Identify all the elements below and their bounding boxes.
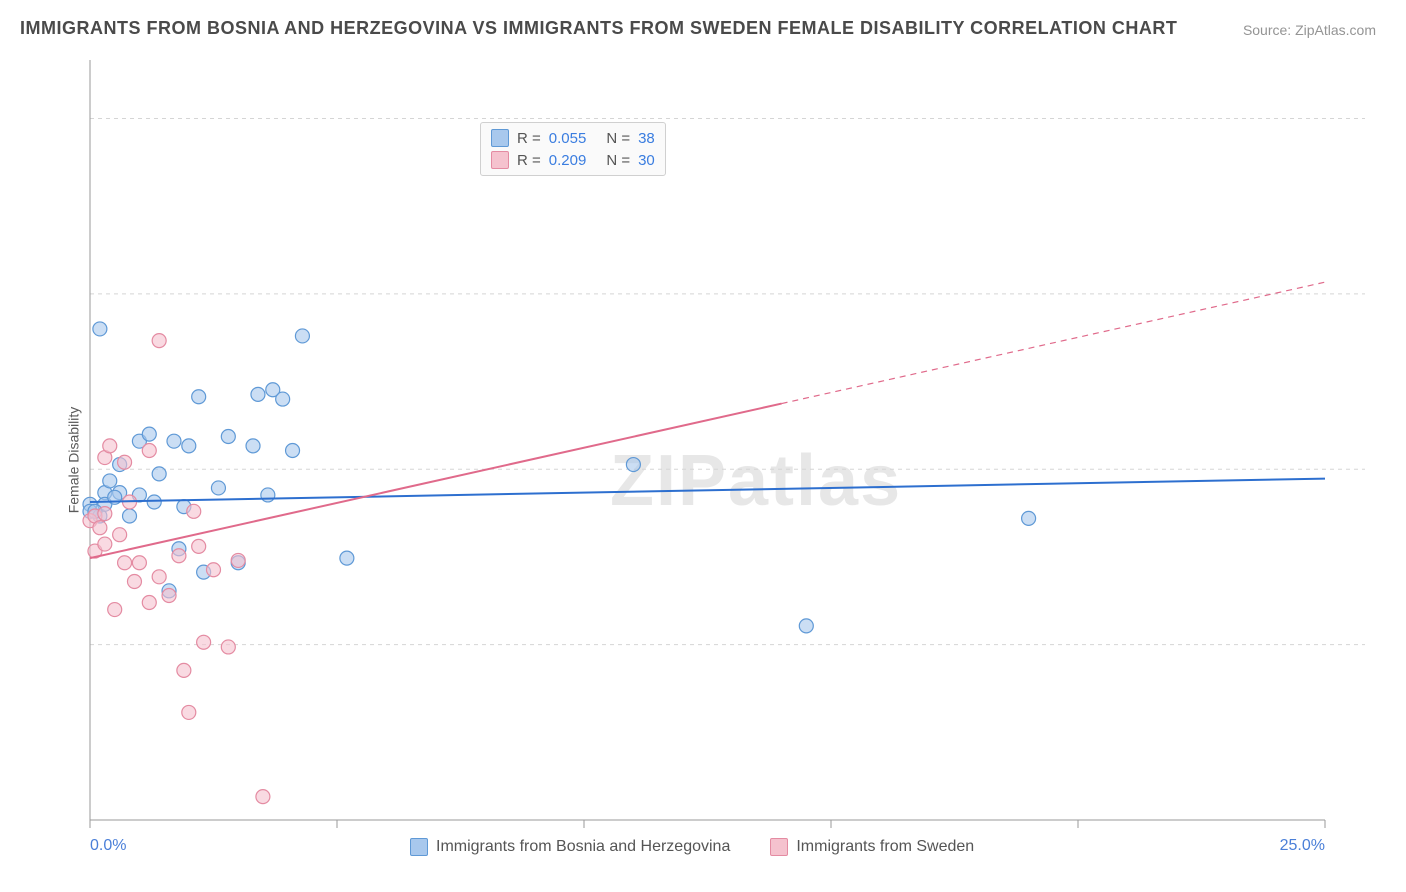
data-point bbox=[103, 439, 117, 453]
data-point bbox=[177, 663, 191, 677]
data-point bbox=[626, 458, 640, 472]
legend-series-box: Immigrants from Bosnia and Herzegovina I… bbox=[410, 838, 974, 856]
data-point bbox=[123, 509, 137, 523]
data-point bbox=[132, 556, 146, 570]
data-point bbox=[256, 790, 270, 804]
data-point bbox=[98, 507, 112, 521]
legend-N-label: N = bbox=[606, 130, 630, 147]
data-point bbox=[187, 504, 201, 518]
legend-swatch-series-1 bbox=[770, 838, 788, 856]
legend-N-label: N = bbox=[606, 152, 630, 169]
data-point bbox=[142, 596, 156, 610]
data-point bbox=[127, 574, 141, 588]
data-point bbox=[799, 619, 813, 633]
source-label: Source: ZipAtlas.com bbox=[1243, 22, 1376, 38]
x-tick-label: 25.0% bbox=[1280, 837, 1325, 854]
data-point bbox=[142, 427, 156, 441]
data-point bbox=[152, 467, 166, 481]
data-point bbox=[1022, 511, 1036, 525]
x-tick-label: 0.0% bbox=[90, 837, 126, 854]
data-point bbox=[103, 474, 117, 488]
data-point bbox=[340, 551, 354, 565]
data-point bbox=[113, 528, 127, 542]
data-point bbox=[207, 563, 221, 577]
data-point bbox=[152, 570, 166, 584]
data-point bbox=[152, 334, 166, 348]
trendline bbox=[90, 404, 782, 559]
legend-R-value: 0.209 bbox=[549, 152, 587, 169]
legend-N-value: 30 bbox=[638, 152, 655, 169]
legend-item: Immigrants from Sweden bbox=[770, 838, 974, 856]
legend-series-label: Immigrants from Sweden bbox=[796, 838, 974, 856]
data-point bbox=[108, 603, 122, 617]
data-point bbox=[182, 705, 196, 719]
data-point bbox=[246, 439, 260, 453]
legend-stats-row: R = 0.209 N = 30 bbox=[491, 149, 655, 171]
legend-swatch-series-0 bbox=[410, 838, 428, 856]
data-point bbox=[286, 444, 300, 458]
data-point bbox=[93, 521, 107, 535]
data-point bbox=[197, 635, 211, 649]
data-point bbox=[172, 549, 186, 563]
legend-R-label: R = bbox=[517, 130, 541, 147]
data-point bbox=[261, 488, 275, 502]
data-point bbox=[142, 444, 156, 458]
data-point bbox=[221, 429, 235, 443]
chart-title: IMMIGRANTS FROM BOSNIA AND HERZEGOVINA V… bbox=[20, 18, 1177, 39]
data-point bbox=[211, 481, 225, 495]
data-point bbox=[167, 434, 181, 448]
data-point bbox=[251, 387, 265, 401]
data-point bbox=[276, 392, 290, 406]
trendline-extrapolated bbox=[782, 282, 1325, 403]
data-point bbox=[182, 439, 196, 453]
legend-N-value: 38 bbox=[638, 130, 655, 147]
legend-series-label: Immigrants from Bosnia and Herzegovina bbox=[436, 838, 730, 856]
legend-R-label: R = bbox=[517, 152, 541, 169]
data-point bbox=[147, 495, 161, 509]
legend-swatch-series-1 bbox=[491, 151, 509, 169]
legend-stats-row: R = 0.055 N = 38 bbox=[491, 127, 655, 149]
data-point bbox=[192, 539, 206, 553]
data-point bbox=[118, 556, 132, 570]
legend-stats-box: R = 0.055 N = 38 R = 0.209 N = 30 bbox=[480, 122, 666, 176]
data-point bbox=[221, 640, 235, 654]
data-point bbox=[162, 589, 176, 603]
data-point bbox=[93, 322, 107, 336]
data-point bbox=[118, 455, 132, 469]
legend-swatch-series-0 bbox=[491, 129, 509, 147]
data-point bbox=[98, 537, 112, 551]
data-point bbox=[231, 553, 245, 567]
data-point bbox=[192, 390, 206, 404]
trendline bbox=[90, 479, 1325, 502]
data-point bbox=[295, 329, 309, 343]
scatter-plot-svg: 7.5%15.0%22.5%30.0%0.0%25.0% bbox=[70, 60, 1370, 860]
legend-R-value: 0.055 bbox=[549, 130, 587, 147]
chart-area: Female Disability ZIPatlas 7.5%15.0%22.5… bbox=[50, 60, 1370, 860]
legend-item: Immigrants from Bosnia and Herzegovina bbox=[410, 838, 730, 856]
